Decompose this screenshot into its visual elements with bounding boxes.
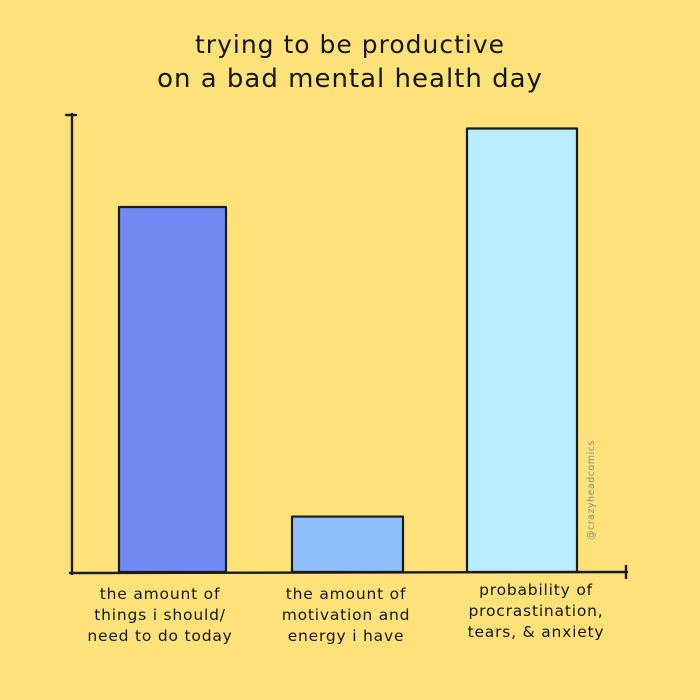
- category-label-things-to-do: the amount of things i should/ need to d…: [87, 585, 233, 645]
- chart-title-line-1: trying to be productive: [195, 30, 505, 59]
- chart-title-line-2: on a bad mental health day: [157, 64, 543, 94]
- bar-0: [117, 205, 228, 574]
- artist-watermark: @crazyheadcomics: [586, 440, 597, 540]
- category-label-motivation-energy: the amount of motivation and energy i ha…: [281, 585, 411, 645]
- bar-1: [290, 515, 405, 574]
- bar-2: [465, 127, 579, 574]
- x-axis-line: [68, 570, 629, 575]
- category-label-procrastination-probability: probability of procrastination, tears, &…: [467, 581, 605, 641]
- bars-layer: [117, 127, 579, 574]
